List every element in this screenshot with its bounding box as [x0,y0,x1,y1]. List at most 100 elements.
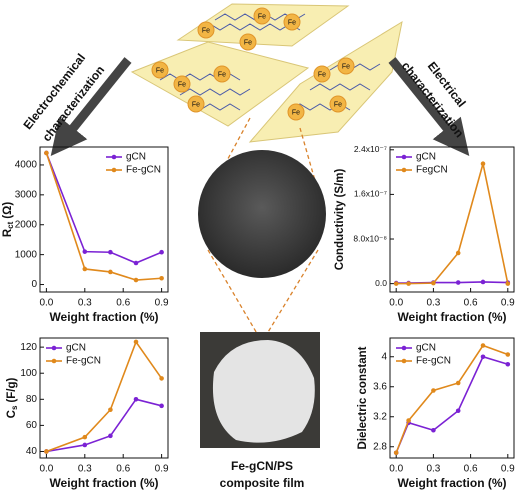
data-point [82,442,88,448]
data-point [108,407,113,413]
x-tick-label: 0.3 [426,298,440,309]
fe-particle [239,33,257,51]
data-point [133,277,139,283]
x-tick-label: 0.6 [116,298,130,309]
y-label-main: Conductivity (S/m) [334,169,346,271]
y-axis-label: Conductivity (S/m) [334,169,346,271]
data-point [431,427,436,433]
y-tick-label: 3000 [15,189,38,200]
x-tick-label: 0.3 [78,298,92,309]
fe-particle [213,65,231,83]
x-tick-label: 0.9 [501,464,515,475]
x-axis-label: Weight fraction (%) [49,476,158,490]
y-tick-label: 1.6x10⁻⁷ [354,189,387,199]
y-tick-label: 4000 [15,160,38,171]
data-point [133,260,139,266]
data-point [44,150,49,156]
caption: Fe-gCN/PS [231,459,293,473]
y-tick-label: 3.2 [373,411,387,422]
caption: composite film [220,476,305,490]
x-tick-label: 0.6 [464,298,478,309]
data-point [431,280,436,286]
series-line [46,340,163,453]
y-tick-label: 100 [20,368,37,379]
arrow [50,57,132,157]
data-point [455,380,461,386]
film [212,340,315,443]
legend-marker [401,167,407,173]
y-tick-label: 3.6 [373,381,387,392]
y-tick-label: 0.0 [375,278,387,288]
legend-label: gCN [126,152,146,163]
y-label-unit: (Ω) [2,202,14,219]
data-point [108,433,113,439]
y-tick-label: 40 [26,446,38,457]
y-label-main: C [6,410,18,418]
series-line [396,163,509,285]
fe-label: Fe [202,27,210,34]
y-tick-label: 80 [26,394,38,405]
data-point [455,250,461,256]
series-line [395,355,509,454]
fe-label: Fe [292,109,300,116]
legend-marker [401,154,407,160]
x-tick-label: 0.3 [426,464,440,475]
y-axis-label: Dielectric constant [357,346,369,449]
fe-label: Fe [156,67,164,74]
fe-particles: Fe Fe Fe Fe Fe Fe Fe Fe Fe Fe Fe Fe [151,7,355,121]
legend-marker [111,167,117,173]
legend-label: gCN [66,343,86,354]
data-point [133,339,139,345]
y-label-main: R [2,228,14,237]
plot-frame [389,146,515,293]
fe-label: Fe [288,19,296,26]
fe-particle [253,7,271,25]
fe-particle [187,95,205,113]
data-point [82,434,88,440]
y-label-unit: (F/g) [6,377,18,402]
x-tick-label: 0.9 [501,298,515,309]
fe-particle [313,65,331,83]
data-point [431,388,436,393]
y-label-sub: ct [6,221,15,228]
data-point [505,281,511,286]
legend-marker [111,154,117,160]
y-tick-label: 2.8 [373,441,387,452]
plot-frame [39,337,169,459]
y-tick-label: 8.0x10⁻⁸ [353,233,387,243]
fe-label: Fe [258,13,266,20]
legend-label: Fe-gCN [66,356,101,367]
legend-label: Fe-gCN [416,356,451,367]
plot-frame [389,337,515,459]
data-point [82,266,88,272]
data-point [455,408,461,414]
data-point [505,361,511,367]
x-axis-label: Weight fraction (%) [397,310,506,324]
x-tick-label: 0.0 [39,464,53,475]
legend-marker [401,345,407,351]
fe-label: Fe [192,101,200,108]
data-point [406,418,411,423]
y-tick-label: 2000 [15,219,38,230]
film-micrograph [198,150,326,278]
x-tick-label: 0.6 [464,464,478,475]
fe-label: Fe [178,81,186,88]
x-tick-label: 0.9 [155,298,169,309]
fe-particle [173,75,191,93]
series-line [395,344,509,454]
fe-label: Fe [244,39,252,46]
legend-marker [401,358,407,364]
data-point [393,450,399,456]
fe-particle [197,21,215,39]
data-point [480,343,486,348]
data-point [159,376,164,381]
data-point [159,403,164,409]
y-tick-label: 0 [31,279,37,290]
arrow [388,57,470,157]
y-tick-label: 2.4x10⁻⁷ [354,144,387,154]
plot-frame [39,146,169,293]
x-tick-label: 0.0 [39,298,53,309]
fe-particle [151,61,169,79]
sheets [130,3,403,143]
x-axis-label: Weight fraction (%) [49,310,158,324]
